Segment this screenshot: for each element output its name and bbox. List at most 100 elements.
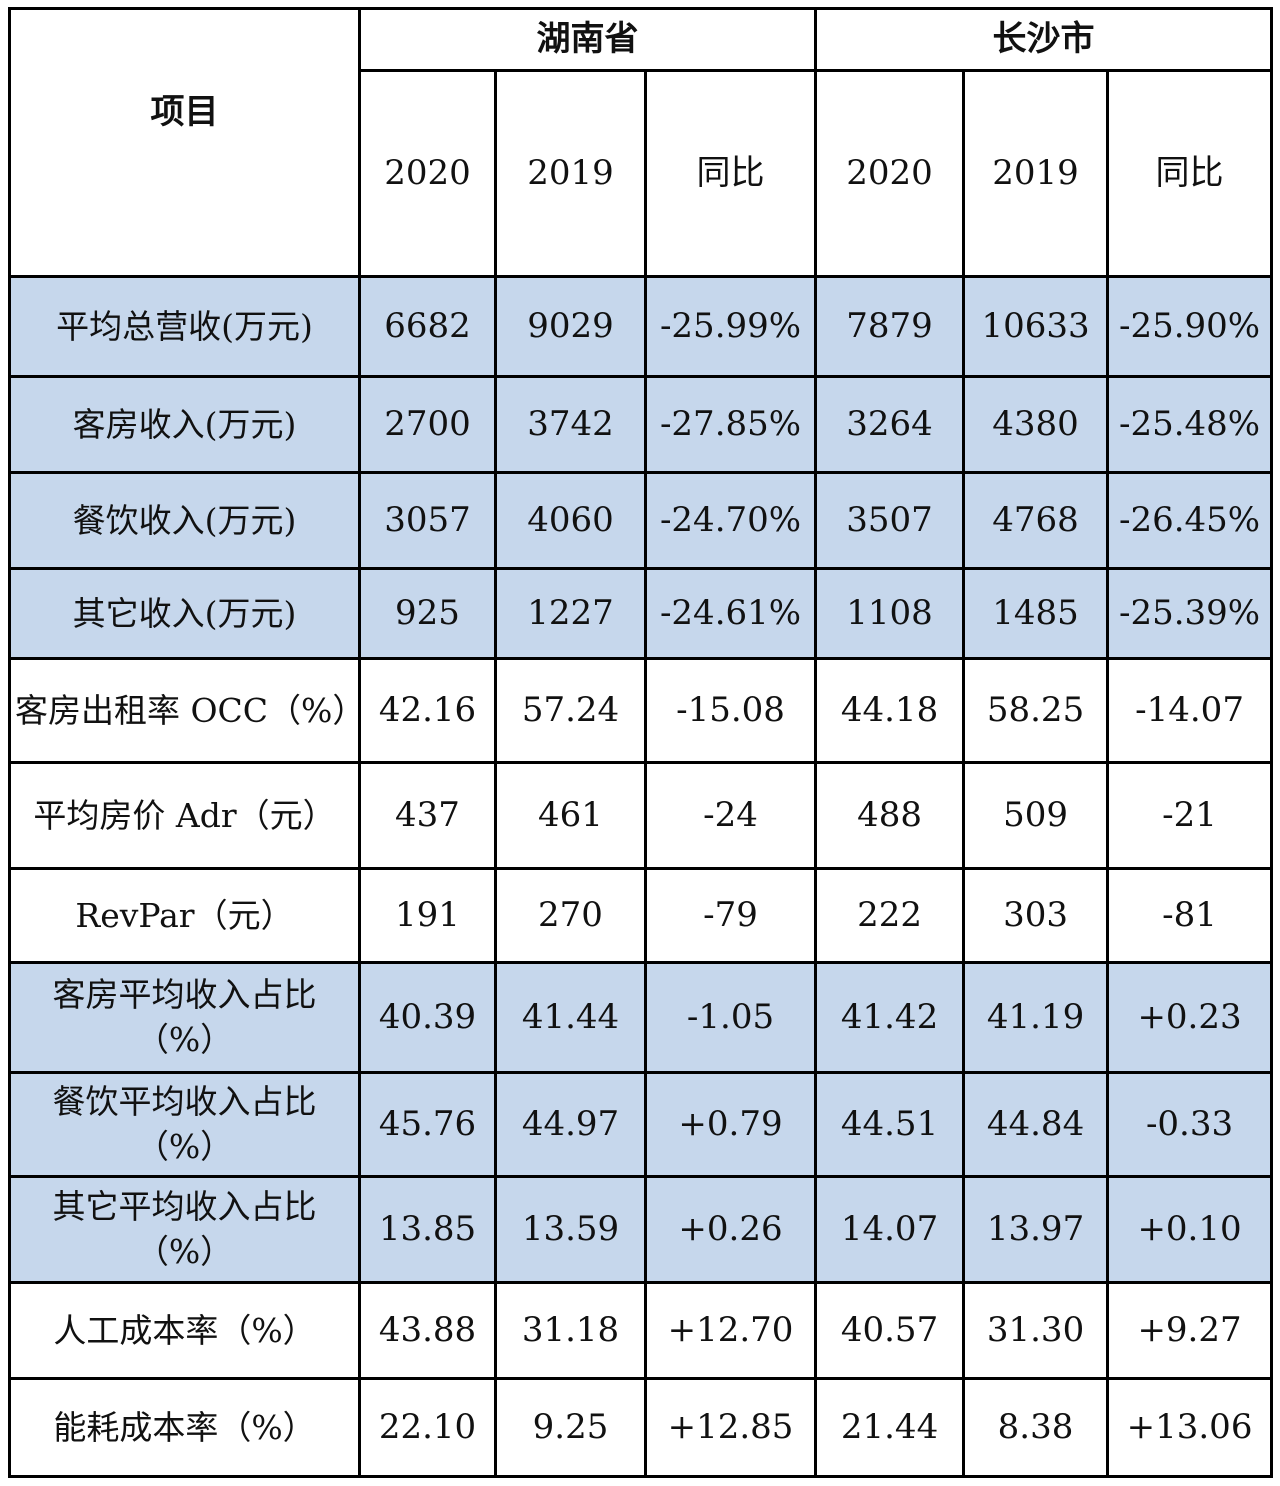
- header-item-label: 项目: [8, 7, 361, 278]
- cell-value: 509: [962, 761, 1110, 870]
- row-label: 平均房价 Adr（元）: [8, 761, 361, 870]
- header-hunan-2019: 2019: [494, 69, 647, 278]
- cell-value: 42.16: [358, 657, 497, 764]
- cell-value: 191: [358, 867, 497, 964]
- row-label: 餐饮平均收入占比（%）: [8, 1071, 361, 1178]
- cell-value: 9029: [494, 275, 647, 378]
- row-label: 其它平均收入占比（%）: [8, 1175, 361, 1284]
- table-row: 客房出租率 OCC（%） 42.16 57.24 -15.08 44.18 58…: [8, 657, 1274, 764]
- row-label: 客房平均收入占比（%）: [8, 961, 361, 1074]
- cell-value: 41.44: [494, 961, 647, 1074]
- cell-value: 13.97: [962, 1175, 1110, 1284]
- table-row: RevPar（元） 191 270 -79 222 303 -81: [8, 867, 1274, 964]
- cell-value: 3057: [358, 471, 497, 570]
- cell-value: 270: [494, 867, 647, 964]
- hotel-revenue-table: 项目 湖南省 长沙市 2020 2019 同比 2020 2019 同比 平均总…: [8, 7, 1274, 1478]
- row-label: 人工成本率（%）: [8, 1281, 361, 1380]
- cell-value: 41.42: [814, 961, 966, 1074]
- cell-value: 8.38: [962, 1377, 1110, 1478]
- cell-value: -24.70%: [643, 471, 818, 570]
- cell-value: 2700: [358, 375, 497, 474]
- cell-value: 1485: [962, 567, 1110, 660]
- cell-value: +0.79: [643, 1071, 818, 1178]
- cell-value: 461: [494, 761, 647, 870]
- table-row: 能耗成本率（%） 22.10 9.25 +12.85 21.44 8.38 +1…: [8, 1377, 1274, 1478]
- header-changsha-2019: 2019: [962, 69, 1110, 278]
- cell-value: -81: [1106, 867, 1274, 964]
- cell-value: +13.06: [1106, 1377, 1274, 1478]
- header-changsha-yoy: 同比: [1106, 69, 1274, 278]
- cell-value: 10633: [962, 275, 1110, 378]
- cell-value: 44.84: [962, 1071, 1110, 1178]
- table-row: 餐饮平均收入占比（%） 45.76 44.97 +0.79 44.51 44.8…: [8, 1071, 1274, 1178]
- cell-value: 437: [358, 761, 497, 870]
- header-hunan-2020: 2020: [358, 69, 497, 278]
- cell-value: -25.90%: [1106, 275, 1274, 378]
- cell-value: 40.39: [358, 961, 497, 1074]
- cell-value: +12.85: [643, 1377, 818, 1478]
- header-row-regions: 项目 湖南省 长沙市: [8, 7, 1274, 278]
- cell-value: -79: [643, 867, 818, 964]
- cell-value: 3264: [814, 375, 966, 474]
- cell-value: 222: [814, 867, 966, 964]
- cell-value: -25.99%: [643, 275, 818, 378]
- cell-value: -26.45%: [1106, 471, 1274, 570]
- cell-value: 9.25: [494, 1377, 647, 1478]
- cell-value: -15.08: [643, 657, 818, 764]
- cell-value: +0.26: [643, 1175, 818, 1284]
- cell-value: 44.97: [494, 1071, 647, 1178]
- table-row: 其它平均收入占比（%） 13.85 13.59 +0.26 14.07 13.9…: [8, 1175, 1274, 1284]
- cell-value: 3507: [814, 471, 966, 570]
- cell-value: 488: [814, 761, 966, 870]
- cell-value: +12.70: [643, 1281, 818, 1380]
- cell-value: 58.25: [962, 657, 1110, 764]
- cell-value: 1227: [494, 567, 647, 660]
- cell-value: 57.24: [494, 657, 647, 764]
- cell-value: 4380: [962, 375, 1110, 474]
- header-hunan-yoy: 同比: [643, 69, 818, 278]
- cell-value: 44.51: [814, 1071, 966, 1178]
- header-region-changsha: 长沙市: [814, 7, 1274, 72]
- table-row: 人工成本率（%） 43.88 31.18 +12.70 40.57 31.30 …: [8, 1281, 1274, 1380]
- cell-value: 41.19: [962, 961, 1110, 1074]
- cell-value: 44.18: [814, 657, 966, 764]
- header-region-hunan: 湖南省: [357, 7, 818, 72]
- cell-value: 14.07: [814, 1175, 966, 1284]
- row-label: 客房出租率 OCC（%）: [8, 657, 361, 764]
- row-label: 能耗成本率（%）: [8, 1377, 361, 1478]
- table-row: 客房平均收入占比（%） 40.39 41.44 -1.05 41.42 41.1…: [8, 961, 1274, 1074]
- header-changsha-2020: 2020: [814, 69, 966, 278]
- cell-value: -24.61%: [643, 567, 818, 660]
- row-label: 餐饮收入(万元): [8, 471, 361, 570]
- cell-value: 13.59: [494, 1175, 647, 1284]
- cell-value: +9.27: [1106, 1281, 1274, 1380]
- cell-value: -21: [1106, 761, 1274, 870]
- cell-value: 43.88: [358, 1281, 497, 1380]
- cell-value: +0.23: [1106, 961, 1274, 1074]
- cell-value: 4060: [494, 471, 647, 570]
- table-row: 平均总营收(万元) 6682 9029 -25.99% 7879 10633 -…: [8, 275, 1274, 378]
- cell-value: -25.48%: [1106, 375, 1274, 474]
- cell-value: -27.85%: [643, 375, 818, 474]
- row-label: 客房收入(万元): [8, 375, 361, 474]
- cell-value: 4768: [962, 471, 1110, 570]
- row-label: 其它收入(万元): [8, 567, 361, 660]
- cell-value: 45.76: [358, 1071, 497, 1178]
- cell-value: 303: [962, 867, 1110, 964]
- row-label: RevPar（元）: [8, 867, 361, 964]
- cell-value: -24: [643, 761, 818, 870]
- cell-value: 40.57: [814, 1281, 966, 1380]
- cell-value: 31.18: [494, 1281, 647, 1380]
- cell-value: -14.07: [1106, 657, 1274, 764]
- cell-value: 3742: [494, 375, 647, 474]
- cell-value: 31.30: [962, 1281, 1110, 1380]
- cell-value: +0.10: [1106, 1175, 1274, 1284]
- table-row: 其它收入(万元) 925 1227 -24.61% 1108 1485 -25.…: [8, 567, 1274, 660]
- table-row: 平均房价 Adr（元） 437 461 -24 488 509 -21: [8, 761, 1274, 870]
- cell-value: 13.85: [358, 1175, 497, 1284]
- table-row: 客房收入(万元) 2700 3742 -27.85% 3264 4380 -25…: [8, 375, 1274, 474]
- header-row-years: 2020 2019 同比 2020 2019 同比: [10, 69, 1274, 278]
- cell-value: -0.33: [1106, 1071, 1274, 1178]
- cell-value: 1108: [814, 567, 966, 660]
